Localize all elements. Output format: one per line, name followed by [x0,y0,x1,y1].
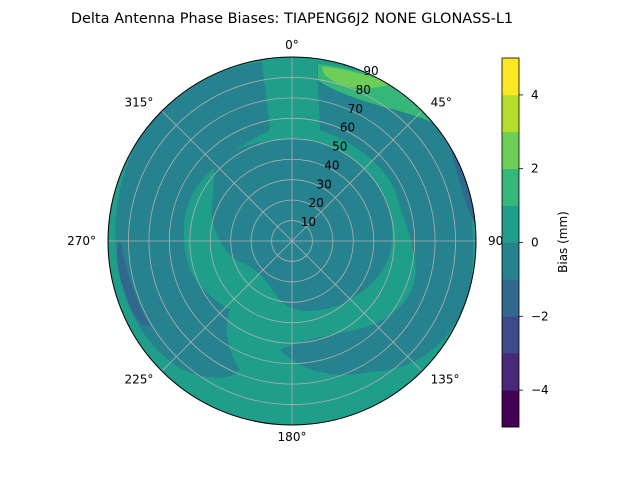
radial-tick-label: 40 [324,158,339,172]
radial-tick-label: 80 [356,83,371,97]
colorbar-band [502,353,519,391]
colorbar-tick-label: −4 [531,383,549,397]
radial-tick-labels: 10 20 30 40 50 60 70 80 90 [301,64,379,229]
colorbar-label: Bias (mm) [556,211,570,273]
colorbar-band [502,58,519,96]
angular-gridline [161,240,293,372]
colorbar-band [502,94,519,133]
colorbar-band [502,205,519,243]
colorbar-band [502,279,519,317]
colorbar: −4 −2 0 2 4 Bias (mm) [501,57,570,428]
radial-tick-label: 70 [348,102,363,116]
colorbar-band [502,168,519,206]
colorbar-tick-label: 4 [531,88,539,102]
polar-grid [108,57,476,425]
colorbar-ticks: −4 −2 0 2 4 [519,88,549,397]
angle-tick-label: 270° [67,234,96,248]
colorbar-band [502,316,519,354]
angle-tick-label: 135° [431,373,460,387]
angular-gridline [291,110,423,242]
contour-region-outer-ring-west [115,62,270,378]
contour-region-outer-ring-east [280,66,474,375]
radial-tick-label: 90 [363,64,378,78]
colorbar-band [502,131,519,169]
angle-tick-label: 90 [488,234,503,248]
angle-tick-label: 45° [431,95,452,109]
radial-tick-label: 60 [340,121,355,135]
colorbar-tick-label: 0 [531,236,539,250]
colorbar-band [502,242,519,280]
angle-tick-labels: 0° 45° 90 135° 180° 225° 270° 315° [67,38,503,444]
polar-plot-area: 0° 45° 90 135° 180° 225° 270° 315° 10 20 30 40 50 60… [67,38,503,444]
contour-region-inner-lower [284,257,345,307]
colorbar-band [502,390,519,428]
contour-region-east-patch [452,150,476,225]
radial-tick-label: 50 [332,140,347,154]
polar-frame [107,56,477,426]
colorbar-tick-label: 2 [531,162,539,176]
contour-region-west-patch [117,240,150,326]
colorbar-bands [502,58,519,428]
radial-tick-label: 10 [301,215,316,229]
angular-gridline [161,110,293,242]
radial-tick-label: 20 [309,196,324,210]
colorbar-tick-label: −2 [531,309,549,323]
chart-title: Delta Antenna Phase Biases: TIAPENG6J2 N… [71,11,513,27]
angle-tick-label: 180° [278,430,307,444]
contour-region-northeast-rim-high [322,66,392,89]
angle-tick-label: 225° [124,373,153,387]
angle-tick-label: 315° [124,95,153,109]
radial-tick-label: 30 [317,177,332,191]
angle-tick-label: 0° [285,38,299,52]
angular-gridline [291,240,423,372]
